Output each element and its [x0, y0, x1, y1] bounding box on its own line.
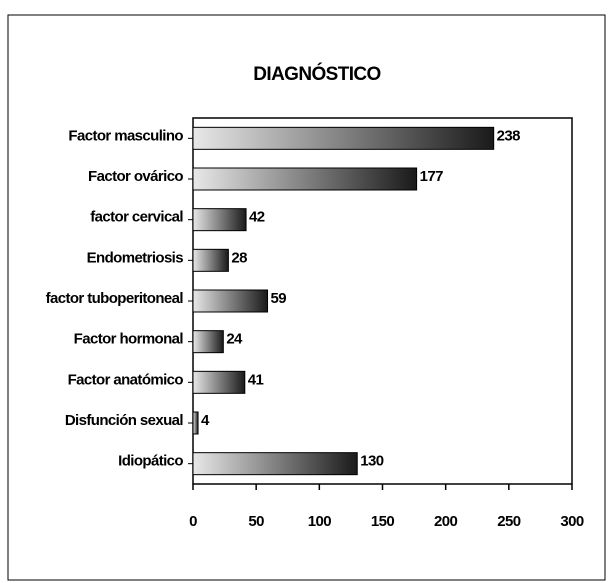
x-tick-label: 0	[189, 513, 197, 530]
value-label: 4	[201, 412, 210, 429]
y-tick-label: Factor ovárico	[88, 168, 183, 185]
y-tick-label: Factor hormonal	[74, 331, 184, 348]
y-tick-label: Endometriosis	[87, 249, 184, 266]
x-tick-label: 50	[248, 513, 264, 530]
y-tick-label: factor cervical	[90, 209, 183, 226]
value-label: 238	[497, 127, 520, 144]
value-label: 28	[231, 249, 247, 266]
value-label: 42	[249, 209, 265, 226]
chart-title: DIAGNÓSTICO	[253, 63, 380, 85]
value-label: 130	[360, 453, 383, 470]
value-label: 59	[271, 290, 287, 307]
bar	[192, 370, 246, 394]
bar	[192, 126, 495, 150]
x-tick-label: 150	[371, 513, 394, 530]
frame	[7, 14, 606, 581]
bar	[192, 248, 229, 272]
y-tick-label: Factor masculino	[68, 127, 183, 144]
value-label: 177	[420, 168, 443, 185]
x-tick-label: 100	[308, 513, 331, 530]
bar	[192, 167, 418, 191]
bar	[192, 330, 224, 354]
y-tick-label: Disfunción sexual	[65, 412, 184, 429]
y-tick-label: Idiopático	[118, 453, 183, 470]
x-tick-label: 300	[560, 513, 583, 530]
bar	[192, 208, 247, 232]
bar	[192, 411, 199, 435]
x-tick-label: 200	[434, 513, 457, 530]
value-label: 24	[226, 331, 243, 348]
y-tick-label: factor tuboperitoneal	[46, 290, 184, 307]
x-tick-label: 250	[497, 513, 520, 530]
value-label: 41	[248, 371, 264, 388]
y-tick-label: Factor anatómico	[68, 371, 184, 388]
bar	[192, 289, 269, 313]
bar	[192, 452, 358, 476]
